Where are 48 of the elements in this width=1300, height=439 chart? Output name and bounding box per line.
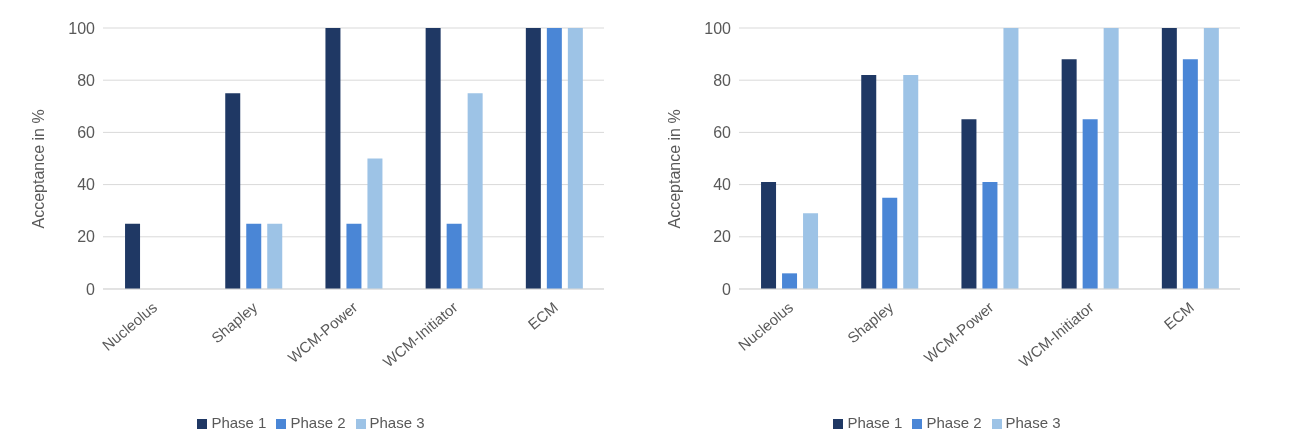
y-axis-title: Acceptance in % [665,109,683,229]
bar [1161,28,1177,289]
bar [861,74,877,289]
bar [467,93,483,289]
y-tick-label: 80 [77,71,96,89]
y-tick-label: 20 [77,228,96,246]
bar [425,28,441,289]
bar [1061,59,1077,289]
bar [267,223,283,289]
legend-label: Phase 1 [847,414,903,431]
legend-label: Phase 2 [926,414,982,431]
bar [1003,28,1019,289]
bar [782,273,798,289]
bar [803,213,819,289]
bar [246,223,262,289]
y-tick-label: 0 [86,280,96,298]
bar [882,197,898,289]
bar [1182,59,1198,289]
bar [567,28,583,289]
bar [367,158,383,289]
y-tick-label: 60 [713,124,732,142]
bar [125,223,141,289]
bar [225,93,241,289]
bar [546,28,562,289]
y-tick-label: 40 [713,176,732,194]
legend-label: Phase 3 [369,414,425,431]
y-tick-label: 80 [713,71,732,89]
y-tick-label: 100 [68,19,96,37]
bar [1082,119,1098,289]
y-tick-label: 100 [704,19,732,37]
y-tick-label: 40 [77,176,96,194]
legend-label: Phase 2 [290,414,346,431]
bar [982,181,998,289]
bar [446,223,462,289]
bar [1203,28,1219,289]
bar [903,74,919,289]
y-axis-title: Acceptance in % [29,109,47,229]
legend-label: Phase 1 [211,414,267,431]
y-tick-label: 0 [722,280,732,298]
bar [325,28,341,289]
bar [761,181,777,289]
y-tick-label: 60 [77,124,96,142]
legend-label: Phase 3 [1005,414,1061,431]
bar [1103,28,1119,289]
bar [525,28,541,289]
y-tick-label: 20 [713,228,732,246]
bar [346,223,362,289]
bar [961,119,977,289]
